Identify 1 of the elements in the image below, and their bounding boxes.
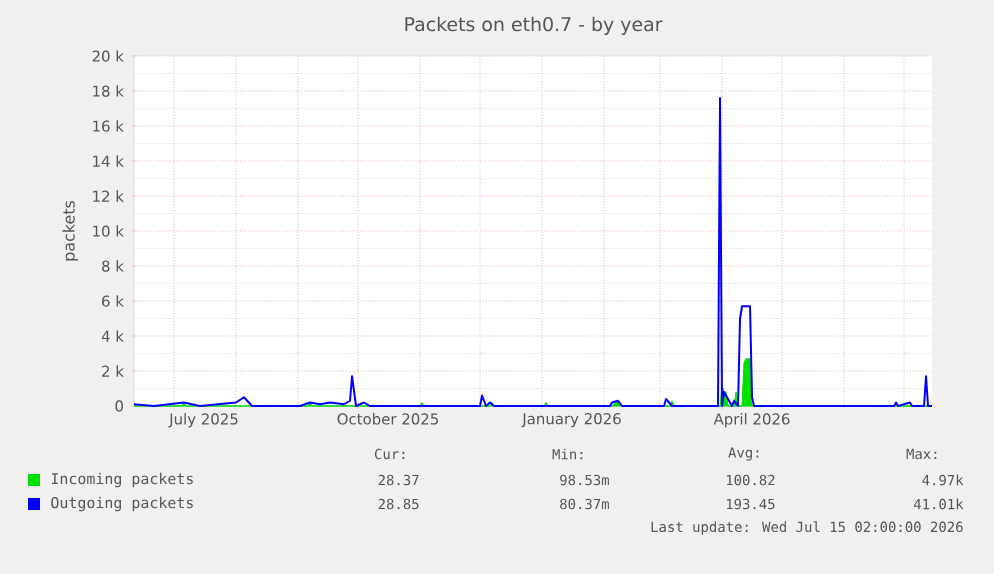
chart-title: Packets on eth0.7 - by year bbox=[405, 16, 663, 35]
